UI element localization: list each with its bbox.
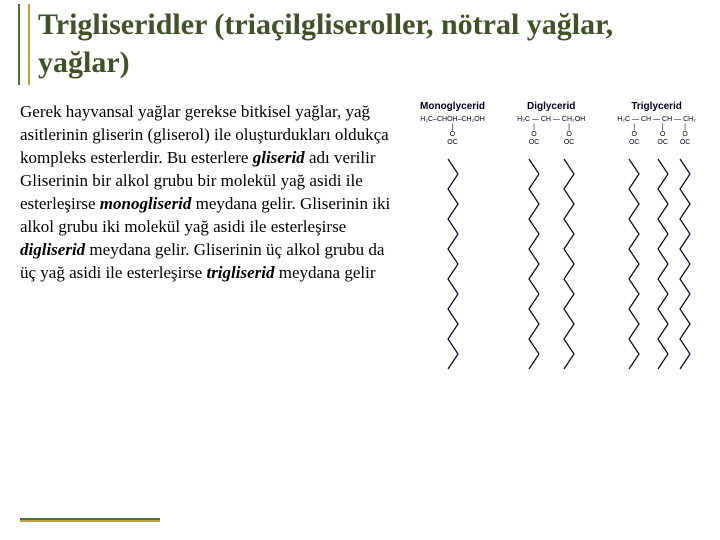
accent-bar: [18, 4, 30, 85]
fatty-acid-chain: — CH₂OH | O OC: [553, 116, 585, 370]
fatty-acid-chain: — CH | O OC: [653, 116, 672, 370]
fatty-acid-chain: H₂C–CHOH–CH₂OH | O OC: [420, 116, 485, 370]
fatty-acid-chain: H₂C — CH | O OC: [617, 116, 651, 370]
glyceride-label: Monoglycerid: [420, 101, 485, 112]
footer-rule: [20, 518, 160, 522]
chains-row: H₂C — CH | O OC — CH₂OH | O OC: [517, 116, 585, 370]
body-text-2d: meydana gelir: [274, 263, 375, 282]
glyceride-diagram: Monoglycerid H₂C–CHOH–CH₂OH | O OC Digly…: [406, 101, 710, 370]
chains-row: H₂C — CH | O OC — CH | O OC — CH₂ | O OC: [617, 116, 696, 370]
slide-title: Trigliseridler (triaçilgliseroller, nötr…: [18, 6, 702, 81]
term-gliserid: gliserid: [253, 148, 305, 167]
term-digliserid: digliserid: [20, 240, 85, 259]
term-monogliserid: monogliserid: [100, 194, 192, 213]
body-text-1b: adı verilir: [305, 148, 376, 167]
glyceride-triglycerid: Triglycerid H₂C — CH | O OC — CH | O OC …: [617, 101, 696, 370]
chains-row: H₂C–CHOH–CH₂OH | O OC: [420, 116, 485, 370]
fatty-acid-chain: H₂C — CH | O OC: [517, 116, 551, 370]
glyceride-label: Diglycerid: [527, 101, 575, 112]
glyceride-diglycerid: Diglycerid H₂C — CH | O OC — CH₂OH | O O…: [517, 101, 585, 370]
glyceride-monoglycerid: Monoglycerid H₂C–CHOH–CH₂OH | O OC: [420, 101, 485, 370]
glyceride-label: Triglycerid: [631, 101, 682, 112]
term-trigliserid: trigliserid: [206, 263, 274, 282]
fatty-acid-chain: — CH₂ | O OC: [674, 116, 696, 370]
body-paragraph: Gerek hayvansal yağlar gerekse bitkisel …: [20, 101, 400, 370]
